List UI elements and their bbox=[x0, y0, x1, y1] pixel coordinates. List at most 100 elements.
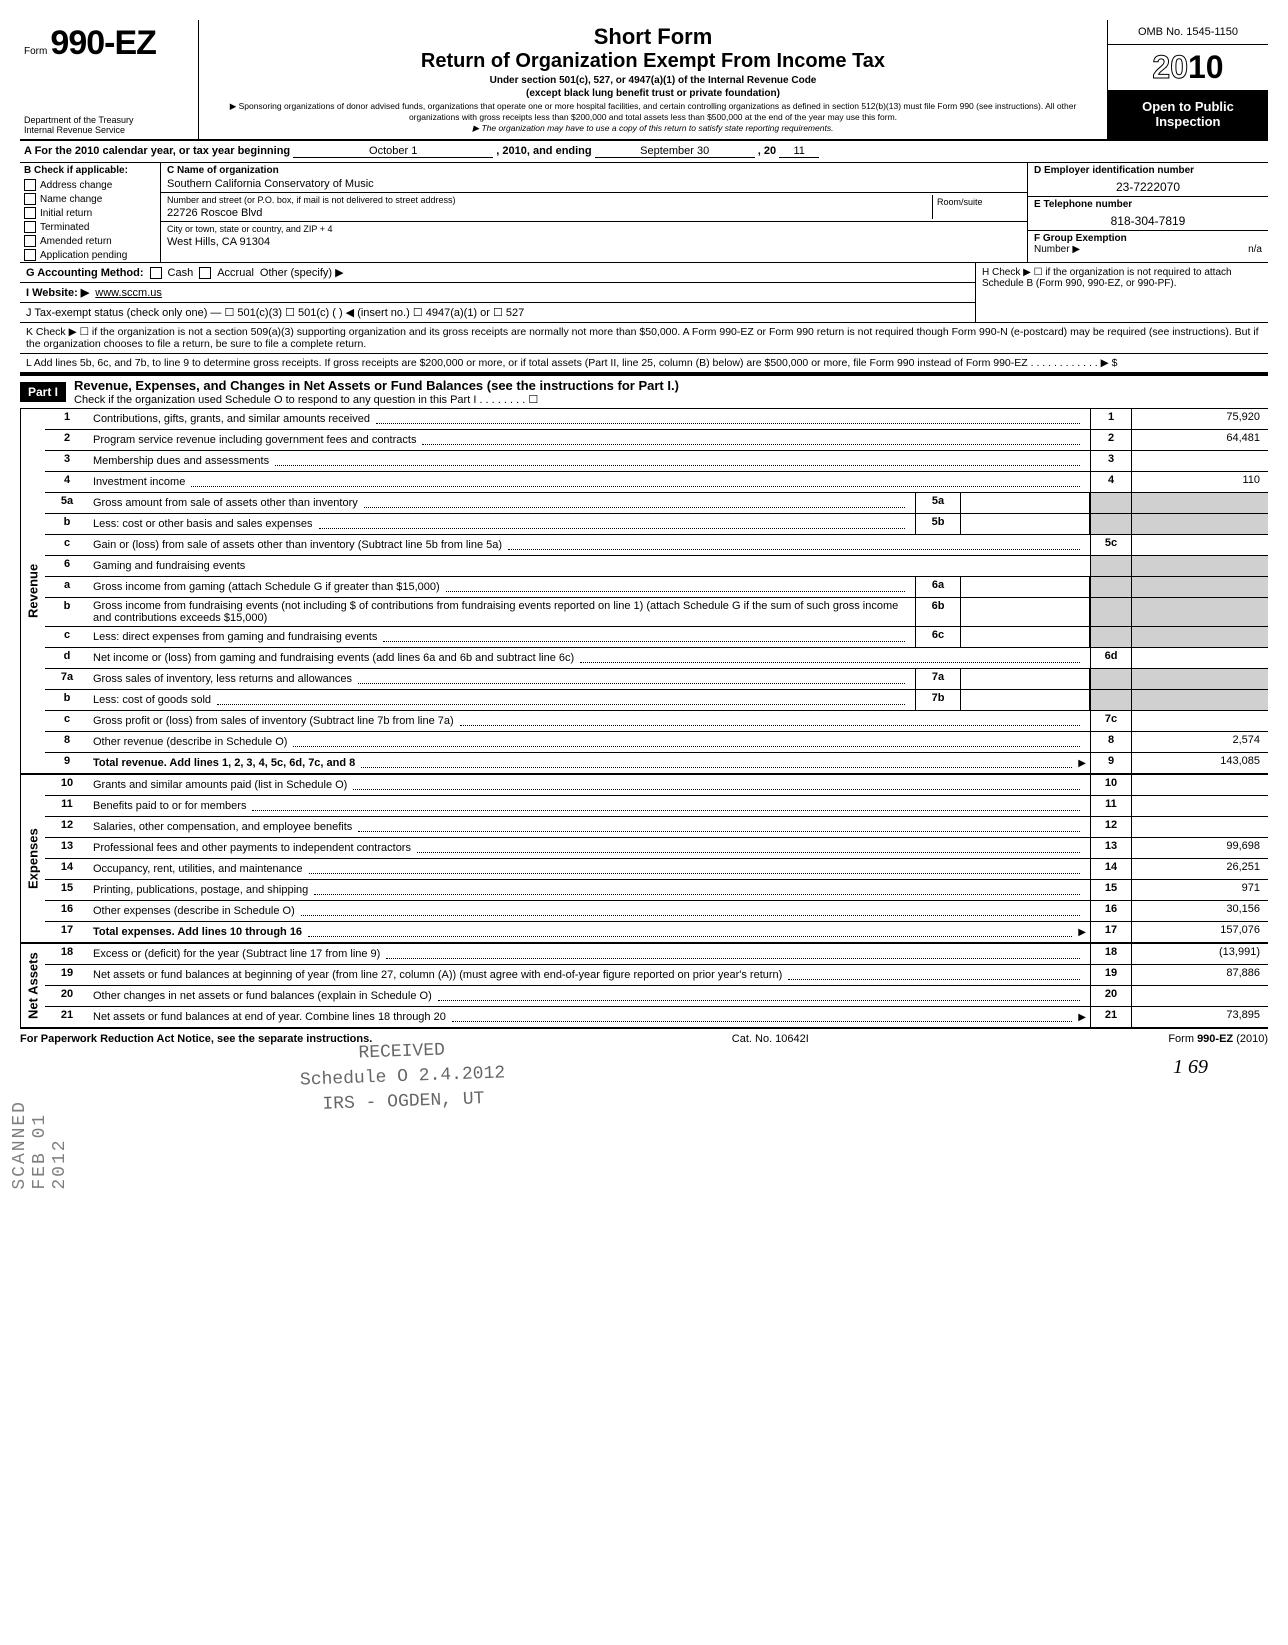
mid-value bbox=[961, 598, 1090, 626]
end-value-shaded bbox=[1131, 690, 1268, 710]
end-box-shaded bbox=[1090, 598, 1131, 626]
chk-pending: Application pending bbox=[20, 248, 160, 262]
row-desc: Other expenses (describe in Schedule O) bbox=[89, 901, 1090, 921]
row-desc: Gross profit or (loss) from sales of inv… bbox=[89, 711, 1090, 731]
end-box-shaded bbox=[1090, 627, 1131, 647]
dept-1: Department of the Treasury bbox=[24, 115, 134, 125]
end-value: 971 bbox=[1131, 880, 1268, 900]
form-prefix: Form bbox=[24, 46, 47, 57]
part1-sub: Check if the organization used Schedule … bbox=[74, 393, 1260, 406]
end-value: 64,481 bbox=[1131, 430, 1268, 450]
row-desc: Benefits paid to or for members bbox=[89, 796, 1090, 816]
title-box: Short Form Return of Organization Exempt… bbox=[199, 20, 1107, 139]
end-box-shaded bbox=[1090, 493, 1131, 513]
table-row: 2Program service revenue including gover… bbox=[45, 430, 1268, 451]
table-row: 20Other changes in net assets or fund ba… bbox=[45, 986, 1268, 1007]
table-row: cGross profit or (loss) from sales of in… bbox=[45, 711, 1268, 732]
end-box-shaded bbox=[1090, 577, 1131, 597]
year-end-yr: 11 bbox=[779, 145, 819, 158]
end-box-shaded bbox=[1090, 690, 1131, 710]
end-box: 15 bbox=[1090, 880, 1131, 900]
row-desc: Less: direct expenses from gaming and fu… bbox=[89, 627, 915, 647]
row-desc: Printing, publications, postage, and shi… bbox=[89, 880, 1090, 900]
row-number: 11 bbox=[45, 796, 89, 816]
ein-value: 23-7222070 bbox=[1034, 180, 1262, 194]
table-row: 12Salaries, other compensation, and empl… bbox=[45, 817, 1268, 838]
section-a: A For the 2010 calendar year, or tax yea… bbox=[20, 141, 1268, 163]
table-row: 6Gaming and fundraising events bbox=[45, 556, 1268, 577]
row-desc: Net assets or fund balances at end of ye… bbox=[89, 1007, 1090, 1027]
website: www.sccm.us bbox=[95, 287, 162, 299]
row-desc: Salaries, other compensation, and employ… bbox=[89, 817, 1090, 837]
row-number: 16 bbox=[45, 901, 89, 921]
ein-label: D Employer identification number bbox=[1034, 165, 1194, 176]
row-number: 1 bbox=[45, 409, 89, 429]
end-box: 2 bbox=[1090, 430, 1131, 450]
line-l: L Add lines 5b, 6c, and 7b, to line 9 to… bbox=[20, 354, 1268, 374]
row-desc: Net income or (loss) from gaming and fun… bbox=[89, 648, 1090, 668]
org-name: Southern California Conservatory of Musi… bbox=[167, 178, 1021, 190]
row-number: 17 bbox=[45, 922, 89, 942]
mid-box: 5a bbox=[915, 493, 961, 513]
grp-label2: Number ▶ bbox=[1034, 244, 1080, 255]
table-row: 1Contributions, gifts, grants, and simil… bbox=[45, 409, 1268, 430]
end-box: 9 bbox=[1090, 753, 1131, 773]
title-line1: Short Form bbox=[207, 24, 1099, 50]
row-desc: Less: cost of goods sold bbox=[89, 690, 915, 710]
row-desc: Gaming and fundraising events bbox=[89, 556, 1090, 576]
end-value bbox=[1131, 451, 1268, 471]
expenses-table: Expenses 10Grants and similar amounts pa… bbox=[20, 775, 1268, 944]
year-end: September 30 bbox=[595, 145, 755, 158]
end-box: 21 bbox=[1090, 1007, 1131, 1027]
chk-initial: Initial return bbox=[20, 206, 160, 220]
table-row: 13Professional fees and other payments t… bbox=[45, 838, 1268, 859]
end-value-shaded bbox=[1131, 514, 1268, 534]
end-box: 13 bbox=[1090, 838, 1131, 858]
table-row: 9Total revenue. Add lines 1, 2, 3, 4, 5c… bbox=[45, 753, 1268, 773]
form-page: Form 990-EZ Department of the Treasury I… bbox=[20, 20, 1268, 1049]
row-number: c bbox=[45, 627, 89, 647]
tel-label: E Telephone number bbox=[1034, 199, 1132, 210]
row-desc: Contributions, gifts, grants, and simila… bbox=[89, 409, 1090, 429]
row-number: 8 bbox=[45, 732, 89, 752]
end-box: 12 bbox=[1090, 817, 1131, 837]
row-number: 12 bbox=[45, 817, 89, 837]
end-value: 99,698 bbox=[1131, 838, 1268, 858]
row-desc: Grants and similar amounts paid (list in… bbox=[89, 775, 1090, 795]
row-desc: Professional fees and other payments to … bbox=[89, 838, 1090, 858]
line-g: G Accounting Method: Cash Accrual Other … bbox=[20, 263, 975, 283]
side-netassets: Net Assets bbox=[20, 944, 45, 1027]
section-b-header: B Check if applicable: bbox=[20, 163, 160, 178]
side-revenue: Revenue bbox=[20, 409, 45, 773]
end-value: 30,156 bbox=[1131, 901, 1268, 921]
table-row: 18Excess or (deficit) for the year (Subt… bbox=[45, 944, 1268, 965]
row-number: 7a bbox=[45, 669, 89, 689]
end-value bbox=[1131, 711, 1268, 731]
end-value bbox=[1131, 775, 1268, 795]
end-box-shaded bbox=[1090, 669, 1131, 689]
mid-value bbox=[961, 493, 1090, 513]
part1-label: Part I bbox=[20, 382, 66, 402]
table-row: 16Other expenses (describe in Schedule O… bbox=[45, 901, 1268, 922]
table-row: 19Net assets or fund balances at beginni… bbox=[45, 965, 1268, 986]
row-number: 10 bbox=[45, 775, 89, 795]
table-row: 15Printing, publications, postage, and s… bbox=[45, 880, 1268, 901]
row-number: 21 bbox=[45, 1007, 89, 1027]
end-box: 11 bbox=[1090, 796, 1131, 816]
chk-terminated: Terminated bbox=[20, 220, 160, 234]
end-box-shaded bbox=[1090, 514, 1131, 534]
row-desc: Investment income bbox=[89, 472, 1090, 492]
mid-box: 6b bbox=[915, 598, 961, 626]
chk-address: Address change bbox=[20, 178, 160, 192]
city-label: City or town, state or country, and ZIP … bbox=[167, 224, 1021, 234]
end-value: 157,076 bbox=[1131, 922, 1268, 942]
footer: For Paperwork Reduction Act Notice, see … bbox=[20, 1029, 1268, 1049]
end-value: 26,251 bbox=[1131, 859, 1268, 879]
end-box: 3 bbox=[1090, 451, 1131, 471]
title-line6: ▶ The organization may have to use a cop… bbox=[207, 123, 1099, 134]
line-j: J Tax-exempt status (check only one) — ☐… bbox=[20, 303, 975, 322]
table-row: 21Net assets or fund balances at end of … bbox=[45, 1007, 1268, 1027]
title-line5: ▶ Sponsoring organizations of donor advi… bbox=[207, 101, 1099, 122]
end-value: 143,085 bbox=[1131, 753, 1268, 773]
form-id-box: Form 990-EZ Department of the Treasury I… bbox=[20, 20, 199, 139]
